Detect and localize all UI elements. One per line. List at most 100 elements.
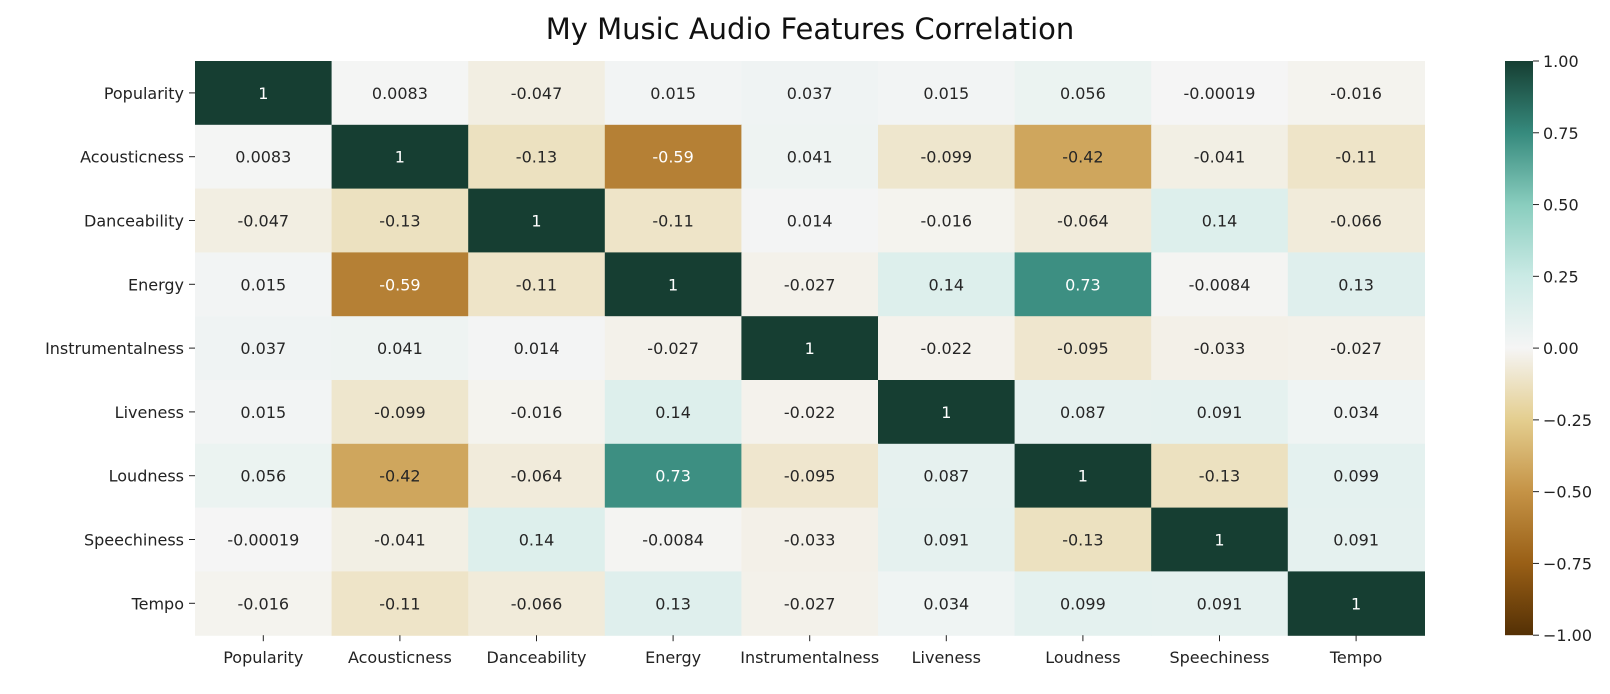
heatmap-cell-speechiness-popularity [195, 507, 333, 572]
colorbar-tick-label: −0.50 [1543, 483, 1592, 502]
cell-value-label: 0.037 [787, 84, 833, 103]
heatmap-cell-danceability-liveness [878, 188, 1016, 253]
cell-value-label: 1 [1078, 467, 1088, 486]
heatmap-cell-acousticness-liveness [878, 124, 1016, 190]
cell-value-label: -0.13 [516, 148, 557, 167]
heatmap-cell-loudness-liveness [878, 443, 1016, 509]
cell-value-label: 0.099 [1060, 594, 1106, 613]
cell-value-label: -0.016 [511, 403, 563, 422]
cell-value-label: -0.027 [1330, 339, 1382, 358]
heatmap-cell-loudness-popularity [195, 443, 333, 509]
cell-value-label: -0.11 [1335, 148, 1376, 167]
heatmap-cell-liveness-energy [604, 380, 742, 445]
colorbar-tick-label: −1.00 [1543, 626, 1592, 645]
colorbar-tick-label: −0.75 [1543, 554, 1592, 573]
heatmap-cell-speechiness-acousticness [331, 507, 469, 572]
cell-value-label: 0.14 [1202, 212, 1238, 231]
cell-value-label: -0.099 [921, 148, 973, 167]
heatmap-cell-acousticness-popularity [195, 124, 333, 190]
cell-value-label: -0.016 [238, 594, 290, 613]
y-tick-label: Popularity [104, 84, 184, 103]
heatmap-cell-loudness-tempo [1287, 443, 1425, 509]
cell-value-label: -0.0084 [642, 531, 704, 550]
heatmap-cell-loudness-speechiness [1151, 443, 1289, 509]
heatmap-cell-popularity-popularity [195, 61, 333, 126]
cell-value-label: 0.091 [1197, 403, 1243, 422]
colorbar-tick-label: 0.50 [1543, 196, 1579, 215]
heatmap-cell-danceability-energy [604, 188, 742, 253]
heatmap-cell-tempo-tempo [1287, 571, 1425, 636]
cell-value-label: 0.14 [655, 403, 691, 422]
heatmap-cell-speechiness-loudness [1014, 507, 1152, 572]
cell-value-label: 0.056 [1060, 84, 1106, 103]
cell-value-label: 0.73 [655, 467, 691, 486]
cell-value-label: -0.033 [784, 531, 836, 550]
cell-value-label: -0.041 [1194, 148, 1246, 167]
cell-value-label: -0.064 [1057, 212, 1109, 231]
cell-value-label: -0.42 [1062, 148, 1103, 167]
heatmap-cell-acousticness-instrumentalness [741, 124, 879, 190]
x-tick-label: Danceability [487, 648, 587, 667]
cell-value-label: -0.022 [921, 339, 973, 358]
cell-value-label: -0.00019 [1184, 84, 1256, 103]
colorbar-tick-label: 0.00 [1543, 339, 1579, 358]
cell-value-label: -0.11 [379, 594, 420, 613]
colorbar [1505, 61, 1533, 636]
colorbar-tick-label: −0.25 [1543, 411, 1592, 430]
y-tick-label: Liveness [115, 403, 184, 422]
cell-value-label: -0.59 [652, 148, 693, 167]
heatmap-cell-loudness-energy [604, 443, 742, 509]
heatmap-cell-tempo-liveness [878, 571, 1016, 636]
cell-value-label: -0.016 [1330, 84, 1382, 103]
heatmap-cell-tempo-acousticness [331, 571, 469, 636]
heatmap-cell-instrumentalness-instrumentalness [741, 316, 879, 381]
cell-value-label: -0.13 [1062, 531, 1103, 550]
heatmap-cell-acousticness-acousticness [331, 124, 469, 190]
cell-value-label: -0.016 [921, 212, 973, 231]
cell-value-label: 0.034 [923, 594, 969, 613]
y-tick-label: Danceability [84, 212, 184, 231]
heatmap-cell-energy-popularity [195, 252, 333, 317]
cell-value-label: 1 [1351, 594, 1361, 613]
heatmap-cell-instrumentalness-liveness [878, 316, 1016, 381]
heatmap-cell-tempo-instrumentalness [741, 571, 879, 636]
cell-value-label: -0.066 [1330, 212, 1382, 231]
cell-value-label: 0.091 [923, 531, 969, 550]
heatmap-cell-acousticness-danceability [468, 124, 606, 190]
colorbar-tick-label: 1.00 [1543, 52, 1579, 71]
heatmap-cell-instrumentalness-popularity [195, 316, 333, 381]
heatmap-cell-liveness-tempo [1287, 380, 1425, 445]
y-tick-label: Energy [128, 275, 184, 294]
cell-value-label: 0.034 [1333, 403, 1379, 422]
y-tick-label: Loudness [109, 467, 184, 486]
cell-value-label: 0.087 [1060, 403, 1106, 422]
y-tick-label: Speechiness [84, 531, 184, 550]
cell-value-label: -0.066 [511, 594, 563, 613]
heatmap-cell-liveness-instrumentalness [741, 380, 879, 445]
x-tick-label: Liveness [912, 648, 981, 667]
heatmap-cell-danceability-danceability [468, 188, 606, 253]
colorbar-tick-label: 0.75 [1543, 124, 1579, 143]
heatmap-cell-acousticness-loudness [1014, 124, 1152, 190]
cell-value-label: 0.091 [1333, 531, 1379, 550]
heatmap-cell-liveness-speechiness [1151, 380, 1289, 445]
x-tick-label: Acousticness [348, 648, 452, 667]
heatmap-cell-loudness-instrumentalness [741, 443, 879, 509]
x-tick-label: Loudness [1045, 648, 1120, 667]
heatmap-cell-tempo-popularity [195, 571, 333, 636]
y-tick-label: Tempo [131, 594, 184, 613]
cell-value-label: 0.14 [928, 275, 964, 294]
heatmap-cell-energy-acousticness [331, 252, 469, 317]
cell-value-label: 1 [805, 339, 815, 358]
heatmap-cell-popularity-instrumentalness [741, 61, 879, 126]
heatmap-cell-instrumentalness-energy [604, 316, 742, 381]
cell-value-label: 0.041 [787, 148, 833, 167]
cell-value-label: 0.099 [1333, 467, 1379, 486]
heatmap-cell-danceability-acousticness [331, 188, 469, 253]
x-tick-label: Popularity [223, 648, 303, 667]
cell-value-label: -0.13 [379, 212, 420, 231]
cell-value-label: 1 [258, 84, 268, 103]
heatmap-cell-energy-loudness [1014, 252, 1152, 317]
x-tick-label: Tempo [1329, 648, 1382, 667]
